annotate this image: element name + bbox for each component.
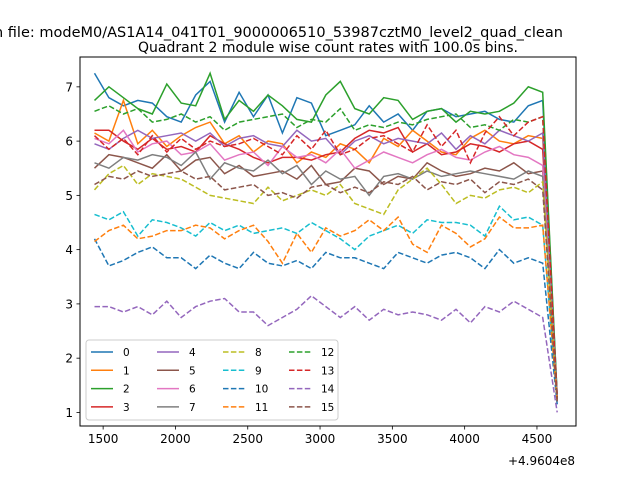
series-line-10 [93, 238, 558, 405]
series-line-11 [94, 215, 558, 402]
y-axis: 1 2 3 4 5 6 7 [65, 80, 80, 420]
legend-item-13: 13 [289, 365, 334, 377]
series-line-14 [94, 294, 558, 413]
y-tick-label: 4 [65, 243, 73, 257]
y-tick-label: 3 [65, 297, 73, 311]
legend-item-9: 9 [223, 365, 262, 377]
series-line-2 [93, 71, 558, 397]
x-tick-label: 4000 [449, 432, 480, 446]
plot-area [93, 71, 558, 413]
legend-label: 15 [321, 402, 334, 414]
x-tick-label: 4500 [522, 432, 553, 446]
legend-item-8: 8 [223, 347, 262, 359]
x-tick-label: 3000 [305, 432, 336, 446]
legend-label: 8 [255, 347, 262, 359]
legend-item-7: 7 [157, 402, 196, 414]
x-tick-label: 2500 [232, 432, 263, 446]
series-line-15 [94, 170, 558, 402]
legend-label: 14 [321, 384, 335, 396]
legend-label: 5 [189, 365, 196, 377]
legend-item-10: 10 [223, 384, 268, 396]
series-line-0 [93, 72, 558, 397]
series-line-6 [94, 129, 558, 402]
chart-title: Quadrant 2 module wise count rates with … [138, 40, 518, 56]
legend-label: 4 [189, 347, 196, 359]
legend-item-2: 2 [91, 384, 130, 396]
legend-item-3: 3 [91, 402, 130, 414]
legend-item-6: 6 [157, 384, 196, 396]
figure-suptitle: n file: modeM0/AS1A14_041T01_9000006510_… [0, 25, 563, 41]
series-line-9 [94, 204, 558, 402]
legend-item-12: 12 [289, 347, 334, 359]
legend-label: 6 [189, 384, 196, 396]
legend-label: 9 [255, 365, 262, 377]
y-tick-label: 1 [65, 406, 73, 420]
legend-item-0: 0 [91, 347, 130, 359]
y-tick-label: 2 [65, 352, 73, 366]
y-tick-label: 7 [65, 80, 73, 94]
legend-item-5: 5 [157, 365, 196, 377]
legend-label: 3 [123, 402, 130, 414]
series-line-1 [94, 98, 558, 399]
axes-frame [79, 56, 577, 427]
legend-label: 12 [321, 347, 334, 359]
legend-label: 1 [123, 365, 130, 377]
legend-label: 7 [189, 402, 196, 414]
y-tick-label: 6 [65, 135, 73, 149]
series-line-4 [94, 129, 558, 399]
legend-item-14: 14 [289, 384, 335, 396]
legend-label: 11 [255, 402, 268, 414]
series-line-12 [94, 104, 558, 399]
legend-box [85, 339, 339, 421]
x-tick-label: 3500 [377, 432, 408, 446]
x-axis-offset-label: +4.9604e8 [508, 454, 575, 468]
x-axis: 1500 2000 2500 3000 3500 4000 4500 [88, 426, 552, 446]
series-line-7 [94, 150, 558, 402]
legend-label: 13 [321, 365, 334, 377]
series-line-13 [93, 115, 558, 399]
y-tick-label: 5 [65, 189, 73, 203]
legend-item-15: 15 [289, 402, 334, 414]
legend-item-11: 11 [223, 402, 268, 414]
legend-label: 10 [255, 384, 268, 396]
legend-item-1: 1 [91, 365, 130, 377]
legend-label: 0 [123, 347, 130, 359]
legend-item-4: 4 [157, 347, 196, 359]
x-tick-label: 2000 [160, 432, 191, 446]
x-tick-label: 1500 [88, 432, 119, 446]
legend-label: 2 [123, 384, 130, 396]
series-line-8 [93, 164, 558, 402]
